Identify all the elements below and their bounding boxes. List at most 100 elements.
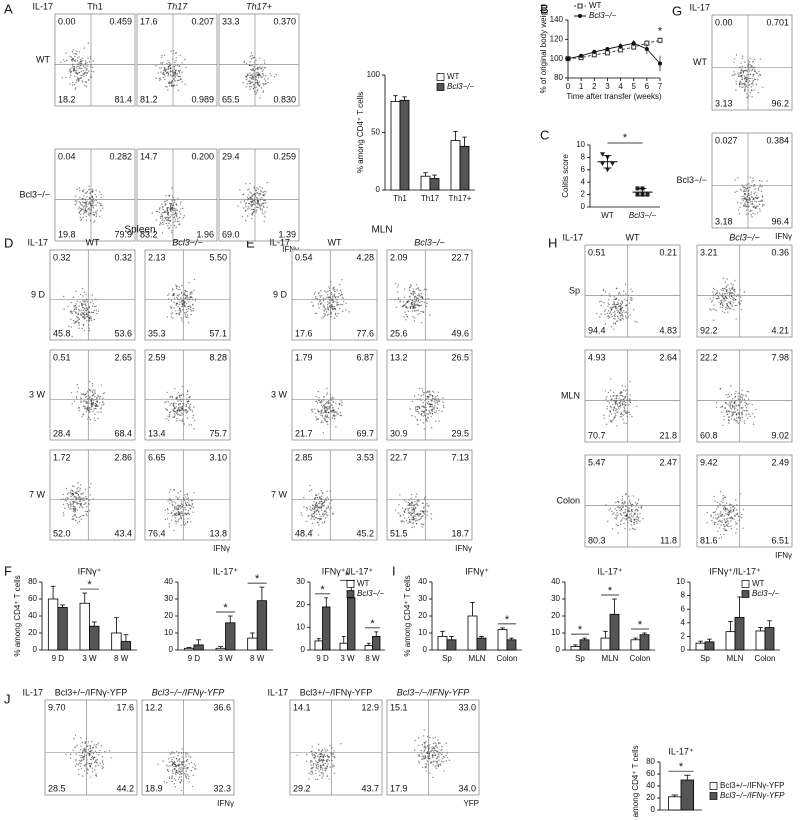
flow-event-dot bbox=[81, 398, 82, 399]
flow-event-dot bbox=[729, 401, 730, 402]
flow-event-dot bbox=[85, 511, 86, 512]
flow-event-dot bbox=[322, 501, 323, 502]
flow-event-dot bbox=[240, 201, 241, 202]
flow-event-dot bbox=[77, 317, 78, 318]
flow-event-dot bbox=[722, 303, 723, 304]
flow-event-dot bbox=[333, 301, 334, 302]
flow-event-dot bbox=[189, 514, 190, 515]
flow-event-dot bbox=[92, 67, 93, 68]
flow-event-dot bbox=[755, 192, 756, 193]
flow-event-dot bbox=[318, 757, 319, 758]
flow-event-dot bbox=[335, 415, 336, 416]
flow-event-dot bbox=[187, 317, 188, 318]
flow-event-dot bbox=[435, 755, 436, 756]
flow-event-dot bbox=[414, 320, 415, 321]
flow-event-dot bbox=[717, 517, 718, 518]
flow-event-dot bbox=[172, 762, 173, 763]
flow-event-dot bbox=[175, 70, 176, 71]
flow-event-dot bbox=[615, 298, 616, 299]
flow-event-dot bbox=[736, 83, 737, 84]
flow-event-dot bbox=[85, 406, 86, 407]
flow-event-dot bbox=[431, 404, 432, 405]
quadrant-percent: 26.5 bbox=[451, 352, 469, 362]
flow-event-dot bbox=[190, 508, 191, 509]
flow-event-dot bbox=[161, 57, 162, 58]
flow-event-dot bbox=[722, 499, 723, 500]
flow-event-dot bbox=[172, 781, 173, 782]
flow-event-dot bbox=[261, 208, 262, 209]
flow-event-dot bbox=[408, 509, 409, 510]
flow-event-dot bbox=[613, 392, 614, 393]
flow-event-dot bbox=[752, 74, 753, 75]
flow-event-dot bbox=[418, 412, 419, 413]
flow-event-dot bbox=[70, 319, 71, 320]
flow-event-dot bbox=[74, 56, 75, 57]
flow-event-dot bbox=[175, 398, 176, 399]
flow-event-dot bbox=[167, 766, 168, 767]
flow-event-dot bbox=[179, 407, 180, 408]
quadrant-percent: 4.93 bbox=[588, 352, 606, 362]
flow-event-dot bbox=[262, 210, 263, 211]
flow-event-dot bbox=[605, 309, 606, 310]
flow-event-dot bbox=[74, 496, 75, 497]
flow-event-dot bbox=[722, 305, 723, 306]
flow-event-dot bbox=[92, 771, 93, 772]
flow-event-dot bbox=[420, 297, 421, 298]
flow-event-dot bbox=[78, 322, 79, 323]
flow-event-dot bbox=[438, 743, 439, 744]
flow-event-dot bbox=[751, 66, 752, 67]
flow-event-dot bbox=[186, 406, 187, 407]
flow-event-dot bbox=[318, 411, 319, 412]
flow-event-dot bbox=[632, 516, 633, 517]
flow-event-dot bbox=[744, 90, 745, 91]
flow-event-dot bbox=[623, 415, 624, 416]
flow-event-dot bbox=[404, 511, 405, 512]
flow-event-dot bbox=[79, 318, 80, 319]
flow-event-dot bbox=[629, 529, 630, 530]
flow-event-dot bbox=[410, 284, 411, 285]
flow-event-dot bbox=[413, 518, 414, 519]
flow-event-dot bbox=[323, 305, 324, 306]
flow-event-dot bbox=[742, 410, 743, 411]
flow-event-dot bbox=[84, 292, 85, 293]
flow-event-dot bbox=[410, 503, 411, 504]
flow-event-dot bbox=[620, 308, 621, 309]
flow-event-dot bbox=[70, 754, 71, 755]
flow-event-dot bbox=[165, 211, 166, 212]
flow-event-dot bbox=[750, 416, 751, 417]
bar bbox=[112, 633, 122, 650]
flow-event-dot bbox=[719, 293, 720, 294]
flow-event-dot bbox=[740, 83, 741, 84]
flow-event-dot bbox=[175, 764, 176, 765]
quadrant-percent: 13.8 bbox=[209, 528, 227, 538]
quadrant-percent: 2.85 bbox=[295, 452, 313, 462]
flow-event-dot bbox=[438, 742, 439, 743]
flow-event-dot bbox=[411, 502, 412, 503]
flow-event-dot bbox=[720, 534, 721, 535]
flow-event-dot bbox=[431, 409, 432, 410]
flow-event-dot bbox=[174, 408, 175, 409]
flow-plot-frame bbox=[585, 455, 680, 547]
flow-event-dot bbox=[77, 503, 78, 504]
flow-event-dot bbox=[335, 426, 336, 427]
flow-event-dot bbox=[621, 308, 622, 309]
flow-event-dot bbox=[172, 200, 173, 201]
flow-event-dot bbox=[326, 507, 327, 508]
flow-event-dot bbox=[751, 210, 752, 211]
flow-event-dot bbox=[264, 221, 265, 222]
flow-event-dot bbox=[174, 783, 175, 784]
flow-event-dot bbox=[322, 412, 323, 413]
flow-event-dot bbox=[251, 201, 252, 202]
x-tick-label: 9 D bbox=[52, 654, 65, 663]
legend-label: WT bbox=[589, 1, 602, 10]
flow-event-dot bbox=[88, 79, 89, 80]
flow-event-dot bbox=[432, 756, 433, 757]
quadrant-percent: 12.9 bbox=[361, 702, 379, 712]
flow-event-dot bbox=[72, 750, 73, 751]
flow-event-dot bbox=[424, 750, 425, 751]
flow-event-dot bbox=[78, 487, 79, 488]
flow-event-dot bbox=[78, 62, 79, 63]
flow-event-dot bbox=[317, 762, 318, 763]
flow-event-dot bbox=[619, 319, 620, 320]
flow-event-dot bbox=[164, 205, 165, 206]
